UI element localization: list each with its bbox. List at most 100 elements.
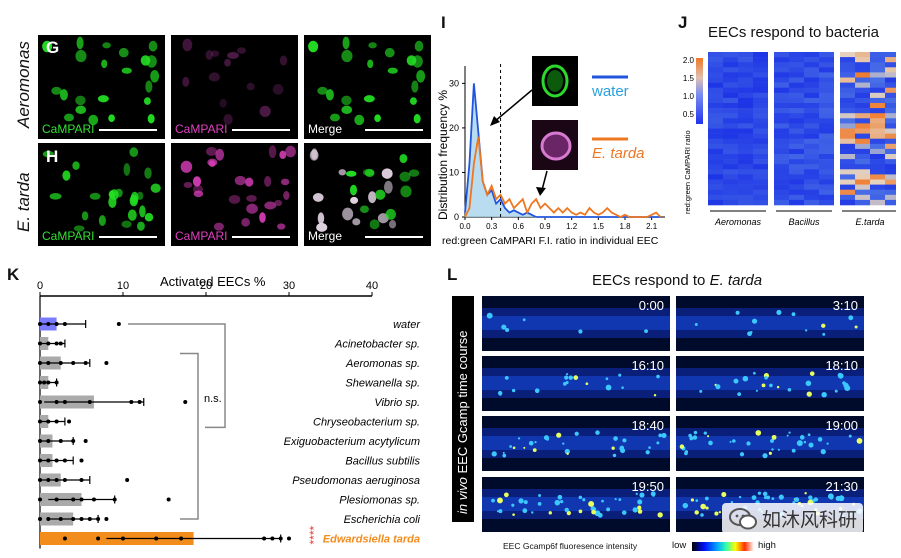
eec-signal	[637, 509, 643, 514]
heatmap-cell	[774, 179, 789, 185]
data-point	[87, 517, 92, 521]
eec-signal	[700, 503, 706, 510]
heatmap-cell	[738, 123, 753, 129]
heatmap-cell	[723, 174, 738, 180]
heatmap-cell	[804, 138, 819, 145]
channel-label-campari-green: CaMPARI	[42, 122, 95, 136]
eec-signal	[635, 492, 638, 496]
eec-signal	[522, 508, 528, 514]
eec-signal	[557, 494, 563, 500]
cell	[246, 203, 258, 214]
heatmap-cell	[738, 184, 753, 190]
data-point	[67, 419, 72, 424]
cell	[280, 178, 290, 186]
eec-signal	[682, 502, 689, 509]
heatmap-cell	[855, 143, 870, 150]
eec-signal	[588, 500, 595, 507]
eec-signal	[595, 430, 600, 435]
heatmap-cell	[885, 169, 896, 175]
heatmap-cell	[840, 154, 855, 160]
eec-signal	[618, 498, 622, 502]
heatmap-cell	[855, 52, 870, 58]
eec-signal	[787, 387, 792, 392]
scale-bar	[365, 129, 423, 131]
cell	[182, 76, 190, 87]
heatmap-cell	[708, 57, 723, 63]
micrograph-g-green: CaMPARI	[38, 35, 165, 139]
heatmap-group-labels: Aeromonas Bacillus E.tarda	[710, 210, 896, 227]
eec-signal	[707, 435, 710, 438]
heatmap-cell	[855, 148, 870, 155]
heatmap-cell	[753, 164, 768, 170]
data-point	[79, 478, 84, 482]
scale-bar	[365, 236, 423, 238]
heatmap-cell	[885, 118, 896, 124]
eec-signal	[566, 510, 571, 516]
eec-signal	[769, 383, 773, 388]
eec-signal	[491, 498, 495, 503]
data-point	[58, 517, 63, 521]
eec-signal	[568, 375, 573, 380]
timecourse-side-label: in vivo EEC Gcamp time course	[452, 296, 474, 522]
heatmap-cell	[708, 67, 723, 73]
heatmap-cell	[738, 62, 753, 68]
heatmap-cell	[855, 118, 870, 124]
heatmap-cell	[753, 108, 768, 114]
cell	[413, 113, 421, 124]
cell	[115, 188, 123, 198]
data-point	[46, 439, 51, 443]
eec-signal	[692, 435, 698, 440]
cell	[127, 209, 137, 221]
eec-signal	[564, 375, 569, 380]
data-point	[46, 478, 51, 482]
heatmap-cell	[855, 199, 870, 206]
data-point	[46, 458, 51, 463]
cell	[139, 205, 146, 218]
data-point	[54, 322, 59, 326]
heatmap-cell	[870, 57, 885, 63]
heatmap-cell	[885, 184, 896, 190]
heatmap-cell	[738, 133, 753, 139]
heatmap-cell	[885, 123, 896, 129]
heatmap-cell	[723, 62, 738, 68]
heatmap-cell	[804, 77, 819, 83]
cell	[180, 160, 193, 173]
data-point	[38, 419, 42, 424]
category-label: Acinetobacter sp.	[334, 339, 420, 351]
heatmap-cell	[723, 194, 738, 201]
category-label: Escherichia coli	[344, 514, 421, 526]
data-point	[38, 478, 42, 482]
eec-signal	[613, 436, 618, 441]
heatmap-cell	[789, 189, 804, 196]
arrow-to-etarda-tail	[541, 170, 548, 191]
heatmap-cell	[855, 174, 870, 180]
eec-signal	[648, 446, 651, 449]
heatmap-cell	[708, 87, 723, 94]
cell	[208, 72, 220, 82]
cell	[193, 190, 204, 198]
heatmap-cell	[804, 148, 819, 155]
cell	[359, 205, 369, 213]
heatmap-cell	[723, 179, 738, 185]
heatmap-cell	[774, 169, 789, 175]
heatmap-cell	[804, 52, 819, 58]
cell	[368, 42, 377, 49]
eec-signal	[565, 381, 569, 385]
eec-signal	[746, 441, 751, 446]
category-label: Shewanella sp.	[345, 378, 420, 390]
heatmap-cell	[840, 174, 855, 180]
intensity-scale-label: EEC Gcamp6f fluoresence intensity	[503, 541, 638, 551]
eec-signal	[786, 434, 789, 437]
eec-signal	[498, 509, 503, 514]
cell	[108, 114, 115, 122]
cell	[352, 218, 361, 226]
eec-signal	[656, 374, 660, 379]
heatmap-cell	[789, 169, 804, 175]
heatmap-cell	[855, 189, 870, 196]
heatmap-cell	[870, 62, 885, 68]
heatmap-cell	[738, 164, 753, 170]
heatmap-cell	[753, 77, 768, 83]
data-point	[46, 322, 51, 326]
eec-signal	[639, 492, 645, 498]
heatmap-cell	[738, 97, 753, 104]
